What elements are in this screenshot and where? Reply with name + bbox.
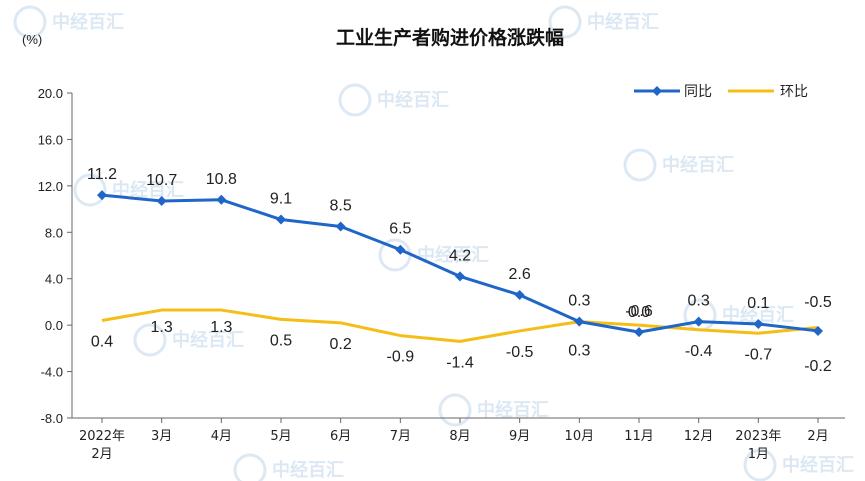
label-mom: -1.4 — [446, 354, 474, 371]
watermark-text: 中经百汇 — [172, 329, 244, 351]
label-yoy: 10.7 — [146, 172, 177, 189]
label-yoy: 9.1 — [270, 191, 292, 208]
series-yoy-point — [335, 221, 346, 232]
watermark-text: 中经百汇 — [417, 244, 489, 266]
label-yoy: 0.1 — [747, 295, 769, 312]
watermark-text: 中经百汇 — [377, 89, 449, 111]
label-yoy: 6.5 — [389, 221, 411, 238]
y-tick-label: 16.0 — [38, 132, 63, 147]
label-mom: 0.2 — [330, 336, 352, 353]
watermark-text: 中经百汇 — [272, 459, 344, 481]
watermark-logo — [13, 5, 47, 39]
watermark-logo — [438, 393, 472, 427]
y-axis-unit: (%) — [22, 32, 42, 47]
x-tick-label: 1月 — [748, 447, 769, 462]
y-tick-label: 0.0 — [45, 318, 63, 333]
watermark-text: 中经百汇 — [662, 154, 734, 176]
series-mom-line — [101, 308, 819, 343]
watermark-logo — [623, 148, 657, 182]
series-yoy-point — [156, 195, 167, 206]
x-tick-label: 4月 — [211, 429, 232, 444]
x-tick-label: 3月 — [151, 429, 172, 444]
label-mom: -0.4 — [685, 343, 713, 360]
label-mom: 1.3 — [151, 319, 173, 336]
axes-layer: 20.0 16.0 12.0 8.0 4.0 0.0 -4.0 -8.0 2022年 2月 3月 4月… — [38, 86, 845, 462]
y-tick-label: -8.0 — [41, 411, 63, 426]
legend-label-mom: 环比 — [780, 84, 808, 100]
series-yoy-point — [276, 214, 286, 225]
x-tick-label: 5月 — [270, 429, 291, 444]
x-tick-label: 11月 — [624, 429, 654, 444]
x-tick-label: 12月 — [684, 429, 714, 444]
series-yoy-point — [574, 316, 585, 327]
label-yoy: 0.3 — [568, 293, 590, 310]
label-mom: -0.9 — [387, 349, 415, 366]
watermark-text: 中经百汇 — [587, 11, 659, 33]
series-yoy-point — [813, 325, 823, 336]
label-mom: 0.0 — [628, 304, 650, 321]
series-yoy-point — [216, 194, 227, 205]
y-tick-label: -4.0 — [41, 365, 63, 380]
x-tick-label: 10月 — [565, 429, 595, 444]
watermark-logo — [133, 323, 167, 357]
label-yoy: -0.6 — [625, 303, 653, 320]
legend-label-yoy: 同比 — [684, 84, 712, 100]
series-yoy-point — [634, 327, 644, 338]
chart-title: 工业生产者购进价格涨跌幅 — [336, 26, 564, 49]
series-yoy-point — [514, 289, 525, 300]
legend-marker-yoy — [652, 86, 662, 96]
x-tick-label: 7月 — [390, 429, 411, 444]
watermark-text: 中经百汇 — [722, 304, 794, 326]
x-tick-label: 2023年 — [735, 429, 781, 444]
label-mom: 0.4 — [91, 334, 113, 351]
data-labels-layer: 11.2 10.7 10.8 9.1 8.5 6.5 4.2 2.6 0.3 -0.6 0.3 0.1… — [87, 166, 832, 375]
x-tick-label: 2月 — [807, 429, 828, 444]
x-tick-label: 2月 — [91, 447, 112, 462]
watermark-text: 中经百汇 — [112, 179, 184, 201]
y-tick-label: 8.0 — [45, 225, 63, 240]
label-mom: 1.3 — [210, 319, 232, 336]
watermark-logo — [548, 5, 582, 39]
watermark-logo — [743, 448, 777, 481]
watermark-text: 中经百汇 — [477, 399, 549, 421]
label-mom: 0.3 — [568, 343, 590, 360]
watermark-text: 中经百汇 — [52, 11, 124, 33]
label-mom: 0.5 — [270, 332, 292, 349]
label-yoy: 11.2 — [87, 166, 117, 183]
watermark-logo — [233, 453, 267, 481]
y-tick-label: 20.0 — [38, 86, 63, 101]
watermark-text: 中经百汇 — [782, 454, 854, 476]
label-yoy: -0.5 — [804, 294, 832, 311]
label-mom: -0.7 — [745, 346, 773, 363]
label-mom: -0.5 — [506, 344, 534, 361]
label-mom: -0.2 — [804, 358, 832, 375]
x-tick-label: 9月 — [509, 429, 530, 444]
watermark-logo — [338, 83, 372, 117]
legend: 同比 环比 — [634, 84, 808, 100]
series-yoy-point — [693, 316, 704, 327]
watermark-logo — [73, 173, 107, 207]
series-yoy-point — [753, 318, 764, 329]
label-yoy: 4.2 — [449, 247, 471, 264]
label-yoy: 0.3 — [688, 293, 710, 310]
series-layer — [97, 190, 823, 343]
series-yoy-point — [97, 190, 107, 201]
y-tick-label: 12.0 — [38, 179, 63, 194]
label-yoy: 8.5 — [330, 197, 352, 214]
series-yoy-point — [395, 244, 406, 255]
x-tick-label: 2022年 — [79, 429, 125, 444]
series-yoy-point — [455, 271, 465, 282]
x-tick-label: 6月 — [330, 429, 351, 444]
label-yoy: 2.6 — [509, 266, 531, 283]
label-yoy: 10.8 — [206, 171, 237, 188]
x-tick-label: 8月 — [449, 429, 470, 444]
y-tick-label: 4.0 — [45, 272, 63, 287]
